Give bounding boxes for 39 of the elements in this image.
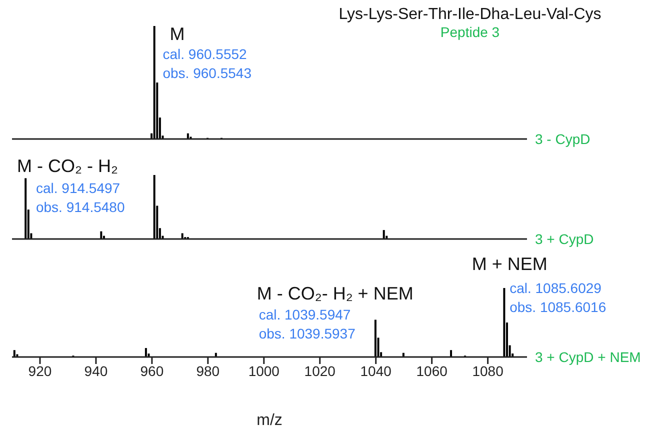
bar: [181, 233, 184, 239]
bar: [153, 26, 156, 139]
x-tick-label: 920: [28, 362, 52, 379]
bar: [382, 230, 385, 239]
annotation: obs. 1039.5937: [258, 326, 356, 342]
annotation: cal. 1085.6029: [510, 280, 602, 296]
annotation: obs. 914.5480: [36, 199, 125, 216]
x-tick-label: 1000: [248, 362, 280, 379]
annotation: M - CO₂- H₂ + NEM: [256, 284, 414, 304]
chart-subtitle: Peptide 3: [439, 24, 501, 40]
bar: [153, 175, 156, 239]
bar: [144, 348, 147, 357]
bar: [450, 350, 452, 357]
annotation: cal. 960.5552: [162, 46, 248, 62]
x-tick-label: 980: [196, 362, 220, 379]
bar: [13, 350, 16, 357]
x-tick-label: 1060: [416, 362, 448, 379]
annotation: M: [170, 24, 185, 44]
bar: [16, 354, 18, 357]
text: 3 - CypD: [535, 131, 590, 147]
series-label: 3 + CypD + NEM: [535, 349, 641, 365]
chart-title: Lys-Lys-Ser-Thr-Ile-Dha-Leu-Val-Cys: [338, 6, 602, 23]
bar: [100, 231, 102, 239]
x-tick-label: 940: [84, 362, 108, 379]
x-tick-label: 1020: [304, 362, 336, 379]
bar: [503, 288, 506, 357]
annotation: M - CO₂ - H₂: [16, 156, 118, 176]
x-tick-label: 960: [140, 362, 164, 379]
text: 3 + CypD: [535, 231, 594, 247]
x-axis-title: m/z: [256, 412, 282, 429]
bar: [24, 178, 27, 239]
annotation: obs. 1085.6016: [510, 299, 606, 315]
x-tick-label: 1040: [360, 362, 392, 379]
annotation: cal. 914.5497: [36, 180, 120, 196]
annotation: cal. 1039.5947: [258, 306, 351, 323]
x-tick-label: 1080: [472, 362, 504, 379]
annotation: M + NEM: [472, 254, 548, 274]
bar: [374, 320, 376, 357]
annotation: obs. 960.5543: [162, 65, 252, 81]
